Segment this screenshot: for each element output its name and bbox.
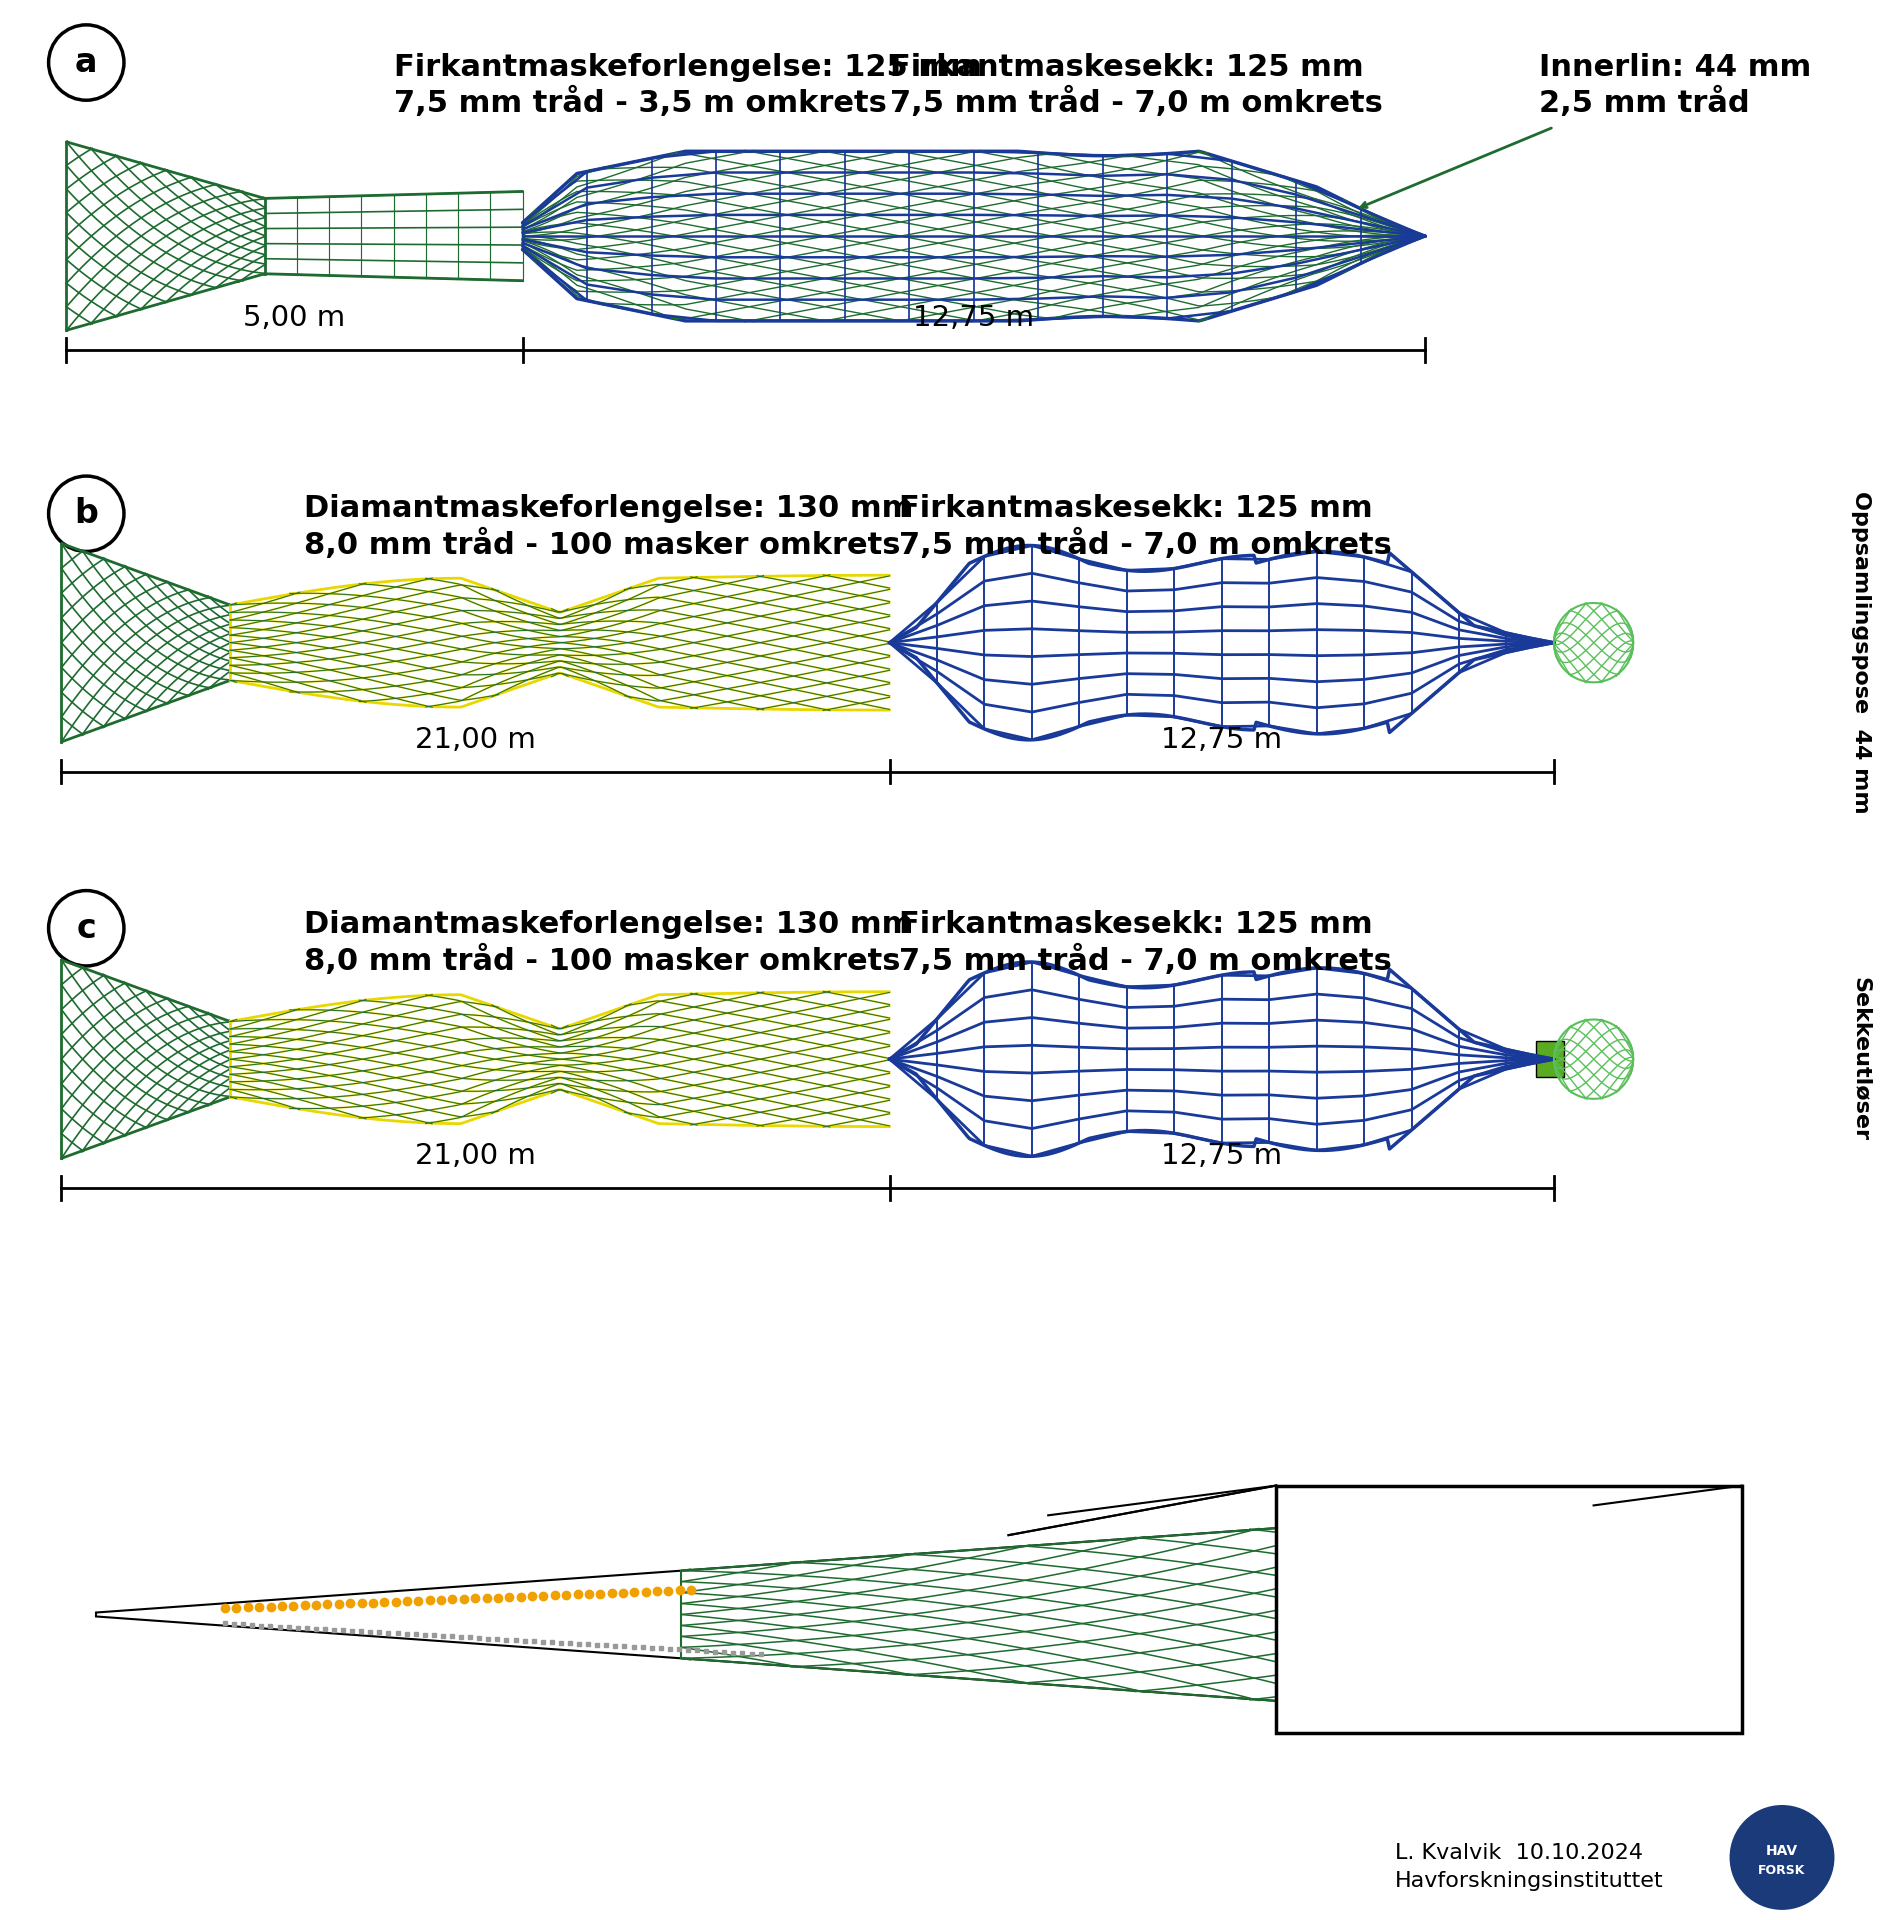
Text: c: c	[76, 912, 96, 945]
Text: 12,75 m: 12,75 m	[1160, 1142, 1281, 1169]
Text: 12,75 m: 12,75 m	[912, 303, 1033, 332]
Text: 7,5 mm tråd - 7,0 m omkrets: 7,5 mm tråd - 7,0 m omkrets	[899, 945, 1392, 975]
Text: L. Kvalvik  10.10.2024
Havforskningsinstituttet: L. Kvalvik 10.10.2024 Havforskningsinsti…	[1394, 1843, 1662, 1891]
Text: Sekkeutløser: Sekkeutløser	[1851, 977, 1870, 1140]
Bar	[1275, 1486, 1742, 1734]
Bar	[1536, 1041, 1562, 1077]
Text: Diamantmaskeforlengelse: 130 mm: Diamantmaskeforlengelse: 130 mm	[304, 493, 914, 522]
Text: a: a	[76, 46, 98, 79]
Text: Firkantmaskesekk: 125 mm: Firkantmaskesekk: 125 mm	[899, 493, 1371, 522]
Text: Innerlin: 44 mm: Innerlin: 44 mm	[1538, 52, 1810, 83]
Text: 8,0 mm tråd - 100 masker omkrets: 8,0 mm tråd - 100 masker omkrets	[304, 945, 901, 975]
Text: 7,5 mm tråd - 7,0 m omkrets: 7,5 mm tråd - 7,0 m omkrets	[890, 86, 1381, 119]
Text: Oppsamlingspose  44 mm: Oppsamlingspose 44 mm	[1851, 492, 1870, 814]
Text: FORSK: FORSK	[1757, 1864, 1804, 1878]
Text: 21,00 m: 21,00 m	[416, 726, 536, 755]
Text: b: b	[74, 497, 98, 530]
Text: 7,5 mm tråd - 7,0 m omkrets: 7,5 mm tråd - 7,0 m omkrets	[899, 528, 1392, 561]
Text: 12,75 m: 12,75 m	[1160, 726, 1281, 755]
Text: Diamantmaskeforlengelse: 130 mm: Diamantmaskeforlengelse: 130 mm	[304, 910, 914, 939]
Text: 21,00 m: 21,00 m	[416, 1142, 536, 1169]
Circle shape	[1727, 1803, 1836, 1912]
Text: HAV: HAV	[1764, 1843, 1796, 1857]
Text: Firkantmaskesekk: 125 mm: Firkantmaskesekk: 125 mm	[890, 52, 1362, 83]
Text: 8,0 mm tråd - 100 masker omkrets: 8,0 mm tråd - 100 masker omkrets	[304, 528, 901, 561]
Text: 2,5 mm tråd: 2,5 mm tråd	[1538, 86, 1749, 119]
Text: Firkantmaskeforlengelse: 125 mm: Firkantmaskeforlengelse: 125 mm	[393, 52, 980, 83]
Text: 7,5 mm tråd - 3,5 m omkrets: 7,5 mm tråd - 3,5 m omkrets	[393, 86, 886, 119]
Text: 5,00 m: 5,00 m	[244, 303, 346, 332]
Text: Firkantmaskesekk: 125 mm: Firkantmaskesekk: 125 mm	[899, 910, 1371, 939]
